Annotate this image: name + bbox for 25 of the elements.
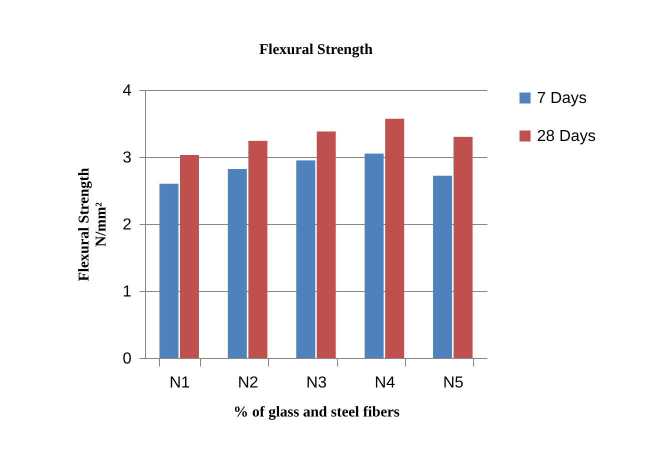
bar	[454, 136, 473, 358]
bar	[228, 169, 247, 358]
x-tick-label: N2	[238, 374, 258, 392]
x-tick-label: N4	[374, 374, 396, 392]
bar	[248, 140, 268, 358]
legend-label: 7 Days	[537, 90, 587, 107]
x-axis-title: % of glass and steel fibers	[233, 404, 400, 420]
y-tick-label: 0	[122, 350, 132, 368]
y-tick-label: 4	[122, 82, 132, 100]
y-axis-title: Flexural Strength N/mm²	[76, 167, 110, 282]
bar	[159, 184, 178, 358]
bar	[385, 118, 404, 358]
x-tick-label: N1	[169, 374, 190, 392]
chart-title: Flexural Strength	[259, 42, 374, 58]
bar	[180, 154, 199, 358]
bar	[316, 132, 336, 358]
y-tick-label: 2	[122, 216, 132, 234]
legend-label: 28 Days	[537, 128, 596, 145]
bar	[296, 160, 316, 358]
x-tick-label: N5	[443, 374, 464, 392]
y-tick-label: 1	[122, 284, 132, 300]
y-tick-label: 3	[122, 150, 132, 166]
bar	[364, 154, 384, 358]
bar	[433, 176, 452, 358]
x-tick-label: N3	[306, 374, 327, 392]
